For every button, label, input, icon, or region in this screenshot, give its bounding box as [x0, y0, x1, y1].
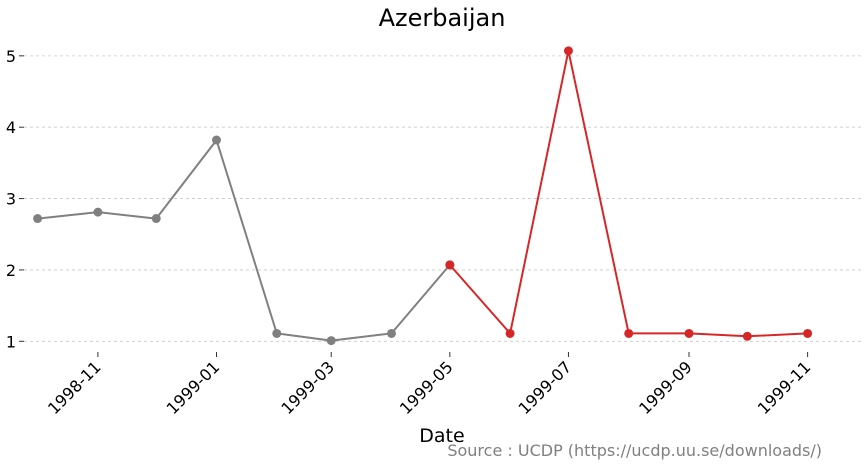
x-tick-label: 1999-01	[163, 357, 224, 418]
data-point	[387, 328, 396, 338]
x-axis: 1998-11 1999-01 1999-03 1999-05 1999-07 1999-…	[44, 352, 814, 418]
y-tick-label: 5	[6, 47, 16, 66]
x-axis-label: Date	[419, 425, 464, 447]
y-tick-label: 3	[6, 190, 16, 209]
x-tick-label: 1998-11	[44, 357, 105, 418]
source-note: Source : UCDP (https://ucdp.uu.se/downlo…	[447, 441, 822, 460]
y-tick-label: 1	[6, 332, 16, 351]
series-line	[37, 139, 451, 342]
data-point	[742, 331, 752, 341]
data-point	[212, 135, 221, 145]
data-point	[326, 336, 336, 346]
data-point	[803, 328, 813, 338]
data-point	[445, 260, 455, 270]
series-layer	[33, 46, 813, 346]
data-point	[33, 214, 43, 224]
series-0	[33, 135, 455, 346]
data-point	[272, 328, 282, 338]
chart-title: Azerbaijan	[379, 4, 506, 32]
x-tick-label: 1999-05	[396, 357, 457, 418]
series-1	[445, 46, 813, 341]
data-point	[505, 328, 515, 338]
data-point	[151, 214, 161, 224]
y-tick-label: 4	[6, 118, 16, 137]
x-tick-label: 1999-03	[277, 357, 338, 418]
data-point	[93, 207, 103, 217]
y-tick-label: 2	[6, 261, 16, 280]
data-point	[563, 46, 573, 56]
series-line	[449, 49, 808, 338]
y-axis: 1 2 3 4 5	[6, 47, 24, 351]
x-tick-label: 1999-09	[635, 357, 696, 418]
data-point	[624, 328, 634, 338]
data-point	[684, 328, 694, 338]
x-tick-label: 1999-07	[515, 357, 576, 418]
x-tick-label: 1999-11	[754, 357, 815, 418]
grid-lines	[24, 55, 864, 342]
